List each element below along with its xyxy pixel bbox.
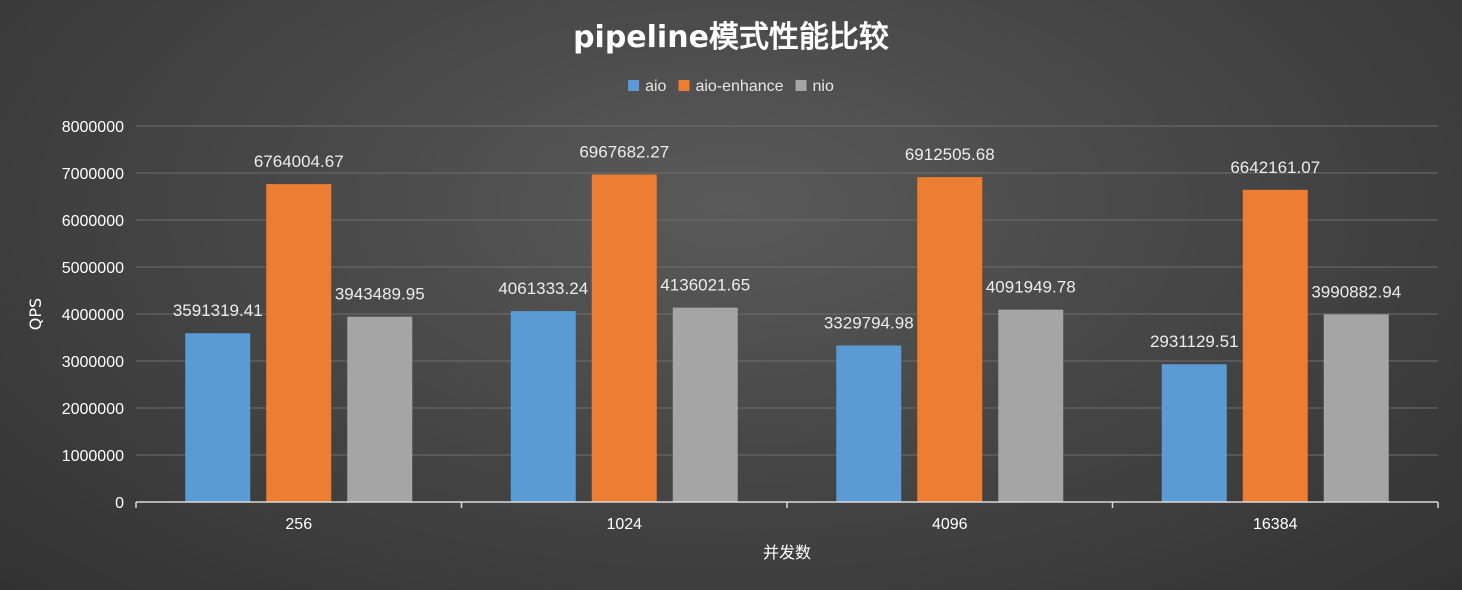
bar-nio-4096 — [998, 309, 1064, 502]
x-tick-label: 256 — [285, 516, 312, 533]
bar-aio-enhance-16384 — [1242, 189, 1308, 503]
y-tick-label: 1000000 — [62, 448, 124, 465]
data-label: 6764004.67 — [254, 152, 344, 171]
bar-nio-256 — [347, 316, 413, 502]
x-tick-label: 1024 — [606, 516, 642, 533]
x-axis-title: 并发数 — [763, 543, 811, 562]
data-label: 3990882.94 — [1311, 282, 1401, 301]
x-axis-ticks: 256 1024 4096 16384 — [285, 516, 1297, 533]
data-label: 4061333.24 — [498, 279, 588, 298]
data-label: 2931129.51 — [1150, 332, 1239, 351]
legend-swatch — [628, 80, 640, 91]
data-label: 3329794.98 — [824, 313, 914, 332]
x-tick-label: 16384 — [1253, 516, 1298, 533]
data-label: 6967682.27 — [579, 143, 669, 162]
data-label: 6912505.68 — [905, 145, 995, 164]
data-label: 3591319.41 — [173, 301, 263, 320]
y-tick-label: 5000000 — [62, 260, 124, 277]
legend: aio aio-enhance nio — [628, 78, 834, 95]
data-labels: 3591319.41 4061333.24 3329794.98 2931129.51… — [173, 143, 1401, 352]
bar-nio-16384 — [1323, 314, 1389, 502]
bars — [185, 174, 1389, 503]
y-axis-ticks: 0 1000000 2000000 3000000 4000000 5000000 6000… — [62, 119, 124, 512]
y-tick-label: 2000000 — [62, 401, 124, 418]
y-axis-title: QPS — [26, 298, 45, 330]
y-tick-label: 7000000 — [62, 166, 124, 183]
bar-aio-enhance-1024 — [591, 174, 657, 503]
legend-label: nio — [813, 78, 834, 95]
bar-aio-enhance-256 — [266, 184, 332, 502]
data-label: 6642161.07 — [1230, 158, 1320, 177]
bar-aio-enhance-4096 — [917, 177, 983, 502]
bar-aio-16384 — [1161, 364, 1227, 502]
y-tick-label: 3000000 — [62, 354, 124, 371]
y-tick-label: 0 — [115, 495, 124, 512]
bar-aio-4096 — [836, 345, 902, 502]
x-tick-label: 4096 — [932, 516, 968, 533]
y-tick-label: 6000000 — [62, 213, 124, 230]
legend-swatch — [795, 80, 807, 91]
bar-aio-256 — [185, 333, 251, 502]
chart-title: pipeline模式性能比较 — [573, 20, 889, 55]
bar-nio-1024 — [672, 307, 738, 502]
data-label: 4136021.65 — [660, 276, 750, 295]
y-tick-label: 4000000 — [62, 307, 124, 324]
data-label: 4091949.78 — [986, 278, 1076, 297]
y-tick-label: 8000000 — [62, 119, 124, 136]
legend-swatch — [678, 80, 690, 91]
data-label: 3943489.95 — [335, 285, 425, 304]
bar-aio-1024 — [510, 311, 576, 502]
x-axis-tick-marks — [135, 502, 1439, 508]
legend-label: aio-enhance — [695, 78, 783, 95]
legend-label: aio — [645, 78, 666, 95]
